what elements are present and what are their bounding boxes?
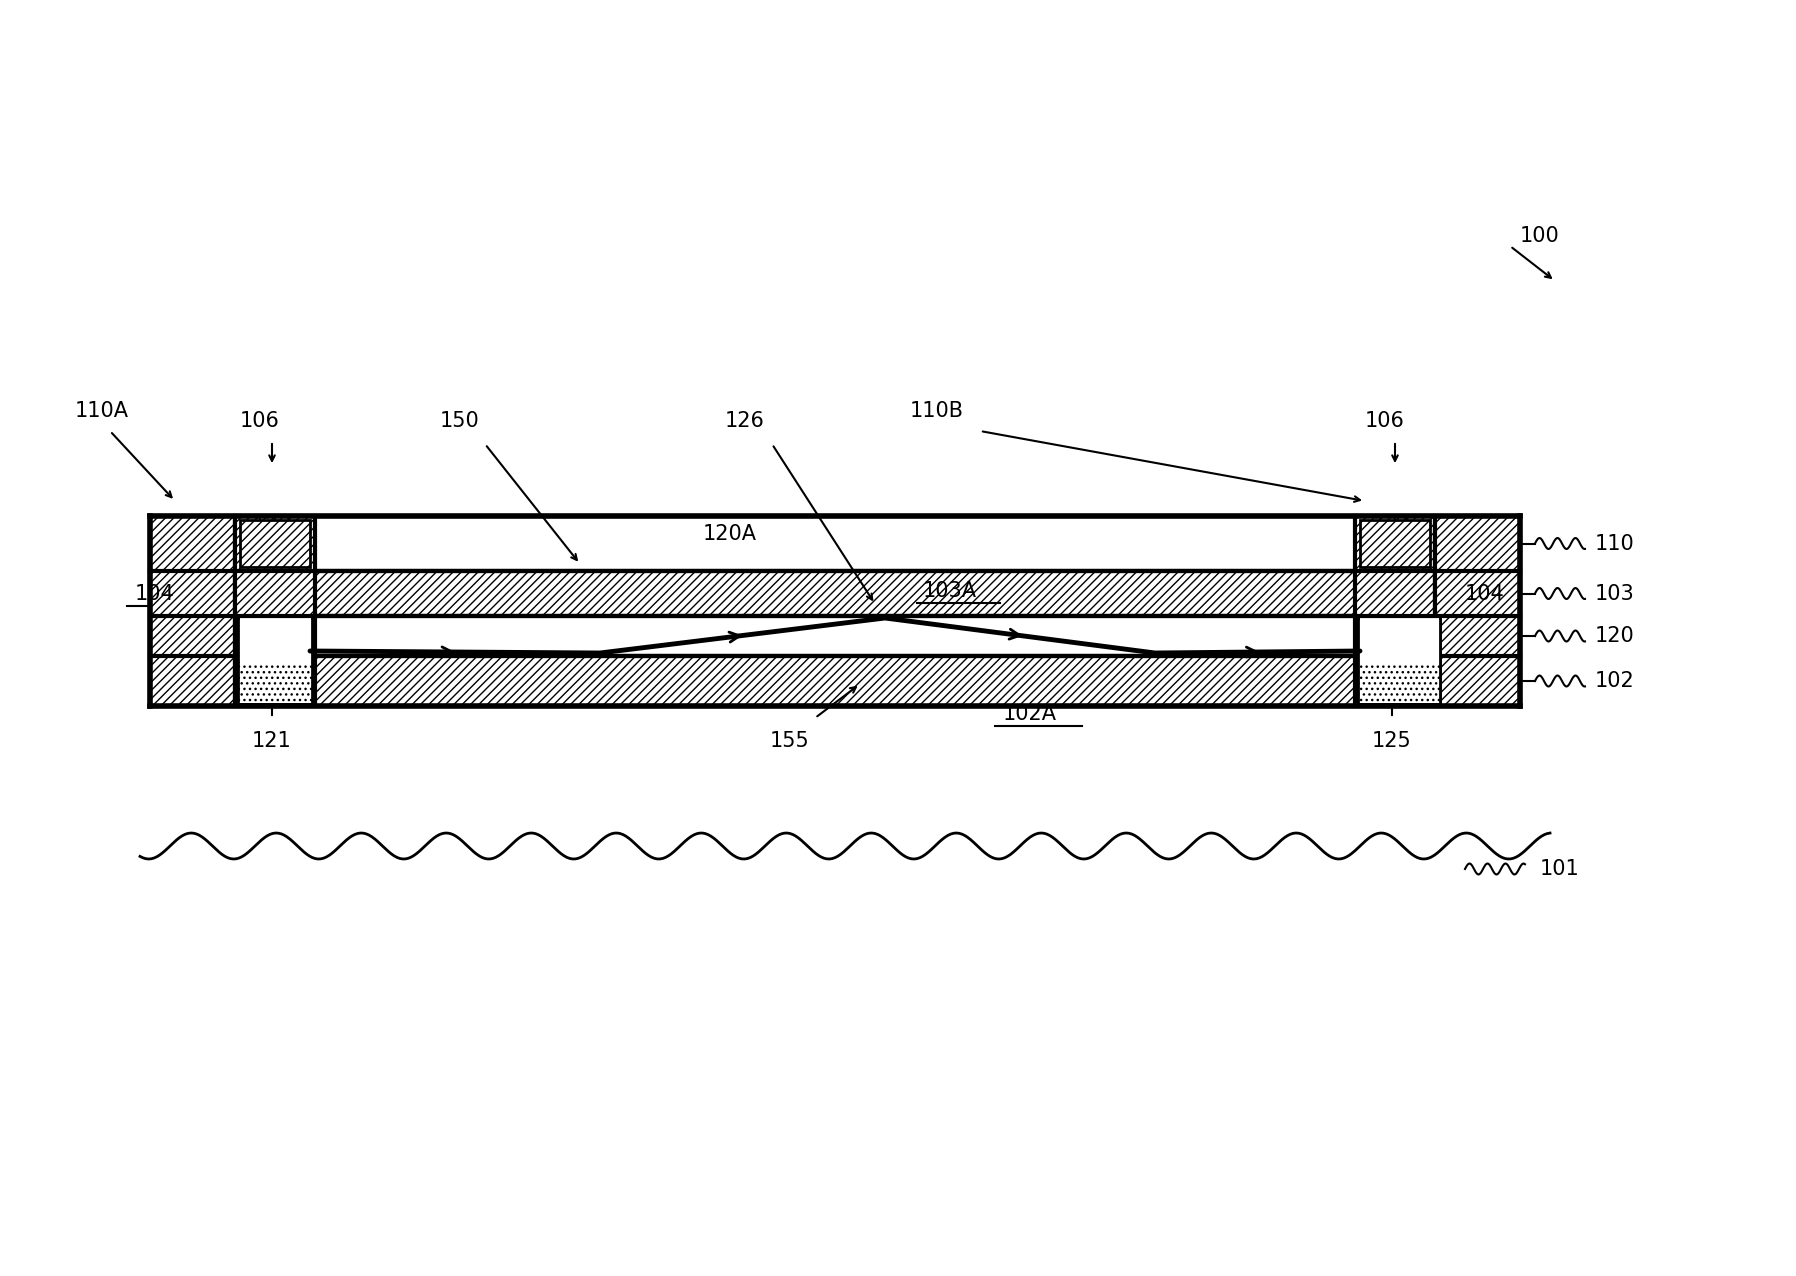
- Bar: [239, 662, 313, 703]
- Text: 121: 121: [251, 731, 293, 752]
- Text: 123: 123: [253, 516, 293, 536]
- Text: 110: 110: [1595, 533, 1634, 554]
- Text: 100: 100: [1519, 226, 1559, 246]
- Text: 124: 124: [1374, 516, 1413, 536]
- Text: 104: 104: [1466, 584, 1505, 604]
- Text: 106: 106: [241, 411, 280, 431]
- Text: 110A: 110A: [75, 401, 129, 421]
- Bar: [151, 616, 1519, 656]
- Text: 126: 126: [726, 411, 765, 431]
- Text: 104: 104: [135, 584, 174, 604]
- Bar: [1358, 620, 1440, 662]
- Text: 102A: 102A: [1002, 704, 1058, 723]
- Bar: [1358, 660, 1440, 665]
- Bar: [239, 620, 313, 662]
- Bar: [239, 616, 313, 704]
- Text: 150: 150: [440, 411, 480, 431]
- Bar: [1435, 516, 1519, 706]
- Bar: [151, 516, 1519, 570]
- Text: 103: 103: [1595, 583, 1634, 604]
- Text: 120A: 120A: [702, 524, 756, 544]
- Bar: [151, 516, 235, 706]
- Text: 110B: 110B: [911, 401, 964, 421]
- Bar: [1358, 616, 1440, 704]
- Text: 106: 106: [1365, 411, 1404, 431]
- Bar: [1358, 662, 1440, 703]
- Bar: [241, 521, 311, 567]
- Text: 125: 125: [1372, 731, 1412, 752]
- Bar: [1354, 516, 1435, 706]
- Bar: [239, 616, 313, 704]
- Text: 120: 120: [1595, 627, 1634, 646]
- Text: 101: 101: [1539, 859, 1580, 879]
- Bar: [151, 656, 1519, 706]
- Text: 102: 102: [1595, 671, 1634, 692]
- Bar: [1360, 521, 1430, 567]
- Text: 155: 155: [770, 731, 810, 752]
- Text: 103A: 103A: [923, 581, 977, 601]
- Bar: [151, 570, 1519, 616]
- Bar: [1358, 616, 1440, 704]
- Bar: [235, 516, 314, 706]
